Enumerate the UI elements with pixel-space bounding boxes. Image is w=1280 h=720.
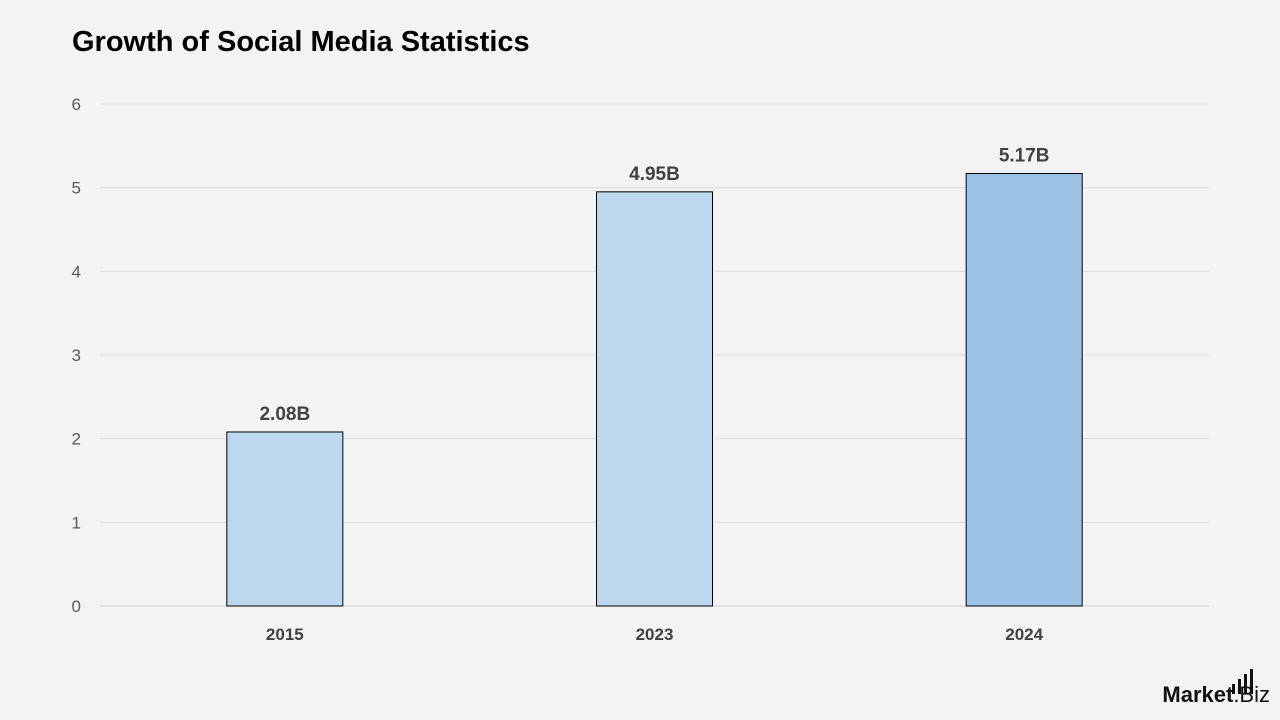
logo-text: Market.Biz — [1162, 684, 1270, 706]
x-tick-label: 2023 — [636, 625, 674, 644]
data-label: 4.95B — [629, 164, 680, 185]
y-tick-label: 6 — [72, 95, 81, 114]
logo-text-light: .Biz — [1233, 682, 1270, 707]
y-tick-label: 5 — [72, 179, 81, 198]
y-tick-label: 0 — [72, 597, 81, 616]
signal-bar — [1244, 674, 1247, 694]
bar — [596, 191, 713, 607]
y-tick-label: 4 — [72, 262, 81, 281]
data-label: 5.17B — [999, 145, 1050, 166]
signal-bar — [1232, 684, 1235, 694]
signal-bar — [1238, 679, 1241, 694]
bar — [226, 431, 344, 607]
data-label: 2.08B — [259, 404, 310, 425]
logo-text-bold: Market — [1162, 682, 1234, 707]
y-tick-label: 3 — [72, 346, 81, 365]
signal-bar — [1250, 669, 1253, 694]
x-tick-label: 2024 — [1005, 625, 1043, 644]
x-tick-label: 2015 — [266, 625, 304, 644]
chart-title: Growth of Social Media Statistics — [72, 26, 530, 58]
signal-bars-icon — [1232, 669, 1253, 694]
marketbiz-logo: Market.Biz — [1162, 668, 1270, 706]
y-tick-label: 2 — [72, 430, 81, 449]
bar — [965, 172, 1083, 607]
y-tick-label: 1 — [72, 513, 81, 532]
